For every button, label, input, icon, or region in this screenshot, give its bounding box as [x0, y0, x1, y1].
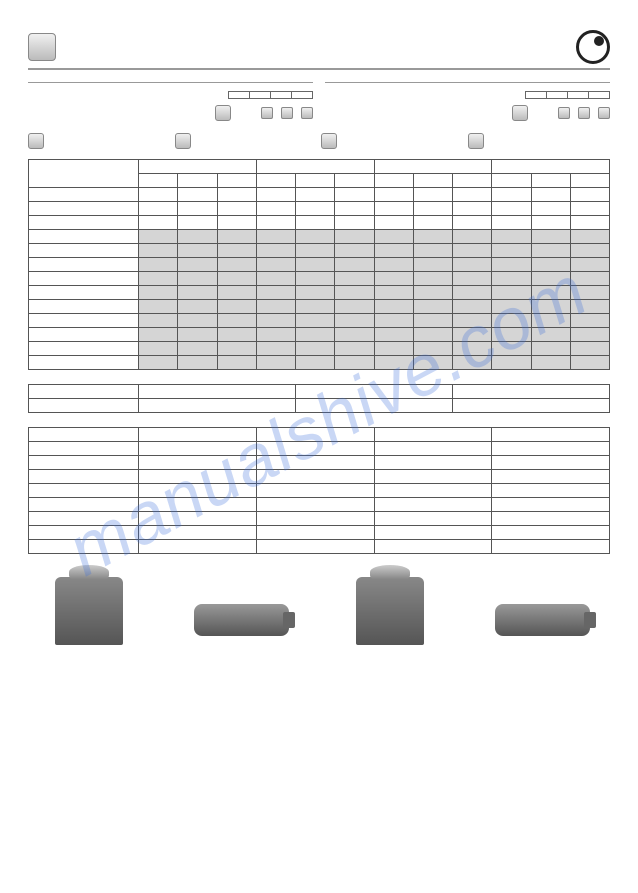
winch-front-view-icon	[28, 568, 164, 658]
variant-box-icon	[558, 107, 570, 119]
variant-box-icon	[578, 107, 590, 119]
legend-item	[175, 133, 318, 149]
legend-item	[468, 133, 611, 149]
model-group-right	[325, 78, 610, 127]
variant-box-icon	[598, 107, 610, 119]
header-box	[28, 33, 56, 61]
legend-box-icon	[321, 133, 337, 149]
mid-table	[28, 384, 610, 413]
motor-side-view-icon	[174, 568, 310, 658]
variant-box-icon	[512, 105, 528, 121]
legend-box-icon	[468, 133, 484, 149]
legend-item	[28, 133, 171, 149]
model-group-left	[28, 78, 313, 127]
legend-box-icon	[175, 133, 191, 149]
dimension-drawings	[28, 568, 610, 658]
winch-front-view-icon	[329, 568, 465, 658]
model-labels-left	[228, 91, 313, 99]
legend-box-icon	[28, 133, 44, 149]
motor-side-view-icon	[475, 568, 611, 658]
spec-table	[28, 159, 610, 370]
variant-box-icon	[301, 107, 313, 119]
legend-item	[321, 133, 464, 149]
model-labels-right	[525, 91, 610, 99]
bottom-table	[28, 427, 610, 554]
variant-box-icon	[281, 107, 293, 119]
brand-logo-icon	[576, 30, 610, 64]
variant-box-icon	[215, 105, 231, 121]
variant-box-icon	[261, 107, 273, 119]
